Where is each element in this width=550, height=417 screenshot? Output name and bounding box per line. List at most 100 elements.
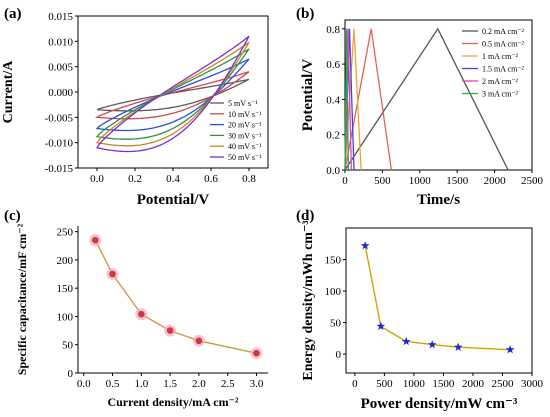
data-point bbox=[195, 337, 203, 345]
y-tick-label: 50 bbox=[62, 340, 74, 352]
capacitance-line bbox=[94, 239, 257, 354]
x-tick-label: 0 bbox=[342, 175, 348, 187]
y-tick-label: 0 bbox=[68, 368, 74, 380]
data-point-star bbox=[453, 342, 463, 351]
x-tick-label: 2500 bbox=[491, 378, 514, 390]
panel-a-cv-curves: (a) 0.0 0.2 0.4 0.6 0.8 -0.015 -0.010 -0.005 0.0… bbox=[1, 6, 269, 208]
legend: 5 mV s⁻¹ 10 mV s⁻¹ 20 mV s⁻¹30 mV s⁻¹ 40 mV… bbox=[210, 99, 262, 162]
y-tick-label: 50 bbox=[330, 318, 342, 330]
x-tick-label: 2.0 bbox=[192, 378, 206, 390]
y-tick-label: 0.0 bbox=[326, 165, 340, 177]
y-tick-label: -0.015 bbox=[45, 163, 74, 175]
x-tick-label: 0 bbox=[352, 378, 358, 390]
cv-curve-4 bbox=[95, 48, 250, 140]
y-tick-label: 0 bbox=[336, 349, 342, 361]
y-tick-label: 0.000 bbox=[48, 87, 73, 99]
y-tick-label: 0.005 bbox=[48, 62, 73, 74]
panel-d-letter: (d) bbox=[296, 208, 314, 224]
panel-c-capacitance: (c) 0.0 0.5 1.0 1.5 2.0 2.5 3.0 0 50 100 150 200 250… bbox=[4, 208, 268, 409]
x-tick-label: 3.0 bbox=[250, 378, 264, 390]
y-tick-label: 250 bbox=[57, 227, 74, 239]
y-axis-label: Potential/V bbox=[300, 59, 316, 132]
legend-entry: 20 mV s⁻¹ bbox=[228, 121, 262, 130]
x-tick-label: 2.5 bbox=[221, 378, 235, 390]
x-tick-label: 2500 bbox=[521, 175, 544, 187]
x-tick-label: 0.8 bbox=[242, 173, 256, 185]
cv-curves bbox=[94, 35, 250, 153]
y-tick-label: 150 bbox=[325, 255, 342, 267]
data-point-star bbox=[505, 345, 515, 354]
data-point-star bbox=[427, 340, 437, 349]
y-axis-label: Specific capacitance/mF cm⁻² bbox=[15, 223, 29, 375]
plot-frame bbox=[345, 227, 533, 374]
y-tick-label: 0.010 bbox=[48, 36, 73, 48]
x-tick-label: 0.0 bbox=[90, 173, 104, 185]
x-tick-label: 0.5 bbox=[106, 378, 120, 390]
legend-entry: 3 mA cm⁻² bbox=[482, 90, 519, 99]
legend-entry: 0.2 mA cm⁻² bbox=[482, 27, 525, 36]
legend-entry: 1 mA cm⁻² bbox=[482, 52, 519, 61]
x-axis-label: Time/s bbox=[417, 192, 460, 208]
panel-c-letter: (c) bbox=[4, 208, 21, 224]
x-tick-label: 0.0 bbox=[77, 378, 91, 390]
y-tick-label: 150 bbox=[57, 283, 74, 295]
x-tick-label: 1000 bbox=[403, 378, 426, 390]
x-tick-label: 500 bbox=[374, 175, 391, 187]
legend-entry: 5 mV s⁻¹ bbox=[228, 99, 258, 108]
y-tick-label: 200 bbox=[57, 255, 74, 267]
y-tick-label: 0.015 bbox=[48, 11, 73, 23]
x-axis-label: Current density/mA cm⁻² bbox=[107, 395, 238, 409]
legend-entry: 0.5 mA cm⁻² bbox=[482, 40, 525, 49]
legend-entry: 1.5 mA cm⁻² bbox=[482, 65, 525, 74]
gcd-curve-6 bbox=[344, 28, 350, 171]
y-axis-label: Current/A bbox=[1, 60, 16, 124]
x-tick-label: 2000 bbox=[462, 378, 485, 390]
y-tick-label: 0.8 bbox=[326, 24, 340, 36]
cv-curve-2 bbox=[94, 71, 250, 120]
x-tick-label: 0.2 bbox=[128, 173, 142, 185]
x-tick-label: 0.4 bbox=[166, 173, 180, 185]
x-tick-label: 3000 bbox=[521, 378, 544, 390]
x-tick-label: 1.5 bbox=[163, 378, 177, 390]
x-tick-label: 1500 bbox=[446, 175, 469, 187]
x-tick-label: 2000 bbox=[484, 175, 507, 187]
x-axis-label: Potential/V bbox=[137, 192, 210, 208]
cv-curve-3 bbox=[95, 58, 250, 132]
legend: 0.2 mA cm⁻² 0.5 mA cm⁻² 1 mA cm⁻² 1.5 mA cm… bbox=[462, 27, 525, 99]
y-axis-label: Energy density/mWh cm⁻³ bbox=[301, 220, 316, 380]
x-tick-label: 500 bbox=[376, 378, 393, 390]
panel-b-letter: (b) bbox=[296, 6, 314, 22]
gcd-curve-1 bbox=[344, 27, 509, 171]
panel-a-letter: (a) bbox=[4, 6, 22, 22]
panel-b-gcd-curves: (b) 0 500 1000 1500 2000 2500 0.0 0.2 0.4 0.6 0.8 T… bbox=[296, 6, 544, 208]
x-tick-label: 1.0 bbox=[134, 378, 148, 390]
y-tick-label: 0.2 bbox=[326, 130, 340, 142]
y-tick-label: 100 bbox=[57, 311, 74, 323]
y-tick-label: 0.6 bbox=[326, 59, 340, 71]
data-point bbox=[253, 349, 260, 357]
data-point-star bbox=[360, 241, 370, 250]
data-point bbox=[166, 327, 174, 334]
data-point bbox=[91, 236, 99, 244]
x-tick-label: 1500 bbox=[432, 378, 455, 390]
panel-d-ragone: (d) 0 500 1000 1500 2000 2500 3000 0 50 100 150 Pow… bbox=[296, 208, 544, 412]
y-tick-label: -0.010 bbox=[45, 138, 74, 150]
x-axis-label: Power density/mW cm⁻³ bbox=[361, 396, 518, 412]
legend-entry: 30 mV s⁻¹ bbox=[228, 131, 262, 140]
y-tick-label: 0.4 bbox=[326, 94, 340, 106]
gcd-curves bbox=[344, 27, 509, 171]
data-point-star bbox=[376, 321, 386, 331]
x-tick-label: 0.6 bbox=[204, 173, 218, 185]
data-point bbox=[109, 270, 116, 278]
legend-entry: 40 mV s⁻¹ bbox=[228, 142, 262, 151]
cv-curve-1 bbox=[96, 78, 250, 112]
y-tick-label: 100 bbox=[325, 286, 342, 298]
gcd-curve-2 bbox=[344, 28, 393, 171]
x-tick-label: 1000 bbox=[409, 175, 432, 187]
y-tick-label: -0.005 bbox=[45, 112, 74, 124]
data-point-star bbox=[401, 336, 411, 346]
data-point bbox=[138, 310, 145, 318]
legend-entry: 2 mA cm⁻² bbox=[482, 77, 519, 86]
energy-line bbox=[364, 245, 511, 351]
